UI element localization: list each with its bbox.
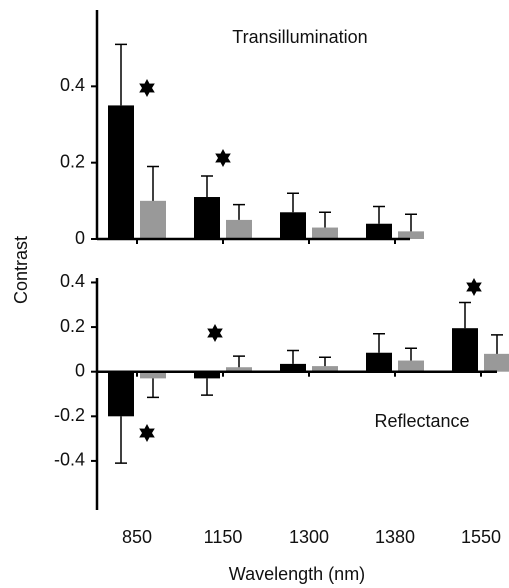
error-bar	[147, 378, 159, 399]
significance-star	[139, 424, 155, 442]
x-tick-label: 1380	[375, 527, 415, 547]
bar	[140, 200, 166, 239]
x-tick-label: 1150	[204, 527, 243, 547]
y-tick-label: 0.4	[60, 75, 85, 95]
bar	[452, 328, 478, 372]
error-bar	[115, 43, 127, 106]
y-tick-label: -0.2	[54, 405, 85, 425]
y-tick-label: -0.4	[54, 450, 85, 470]
error-bar	[115, 416, 127, 464]
bar	[484, 353, 509, 372]
error-bar	[491, 334, 503, 354]
error-bar	[201, 378, 213, 396]
bar	[366, 223, 392, 239]
x-tick-label: 1300	[289, 527, 329, 547]
bar	[312, 227, 338, 239]
error-bar	[319, 211, 331, 228]
error-bar	[319, 356, 331, 367]
y-tick-label: 0.2	[60, 316, 85, 336]
bar	[366, 352, 392, 372]
bar	[226, 367, 252, 372]
significance-star	[207, 324, 223, 342]
x-tick-label: 1550	[461, 527, 501, 547]
y-tick-label: 0.2	[60, 151, 85, 171]
bar	[108, 371, 134, 417]
bar	[226, 219, 252, 239]
bar	[312, 366, 338, 372]
significance-star	[466, 278, 482, 296]
error-bar	[201, 175, 213, 198]
panel-title: Reflectance	[374, 411, 469, 431]
error-bar	[287, 349, 299, 364]
bar	[398, 231, 424, 239]
y-tick-label: 0	[75, 228, 85, 248]
error-bar	[233, 203, 245, 220]
bar	[398, 360, 424, 372]
error-bar	[373, 333, 385, 353]
x-axis-label: Wavelength (nm)	[229, 564, 365, 584]
error-bar	[459, 301, 471, 329]
error-bar	[233, 355, 245, 368]
bar	[194, 197, 220, 239]
y-tick-label: 0	[75, 360, 85, 380]
y-axis-label: Contrast	[11, 236, 31, 304]
x-tick-label: 850	[122, 527, 152, 547]
bar	[140, 371, 166, 379]
bar	[280, 212, 306, 239]
bar	[194, 371, 220, 379]
error-bar	[405, 347, 417, 361]
error-bar	[147, 165, 159, 201]
panel-title: Transillumination	[232, 27, 367, 47]
error-bar	[373, 205, 385, 224]
significance-star	[139, 79, 155, 97]
error-bar	[287, 192, 299, 213]
bar	[280, 363, 306, 372]
significance-star	[215, 149, 231, 167]
y-tick-label: 0.4	[60, 271, 85, 291]
error-bar	[405, 213, 417, 232]
bar	[108, 105, 134, 240]
